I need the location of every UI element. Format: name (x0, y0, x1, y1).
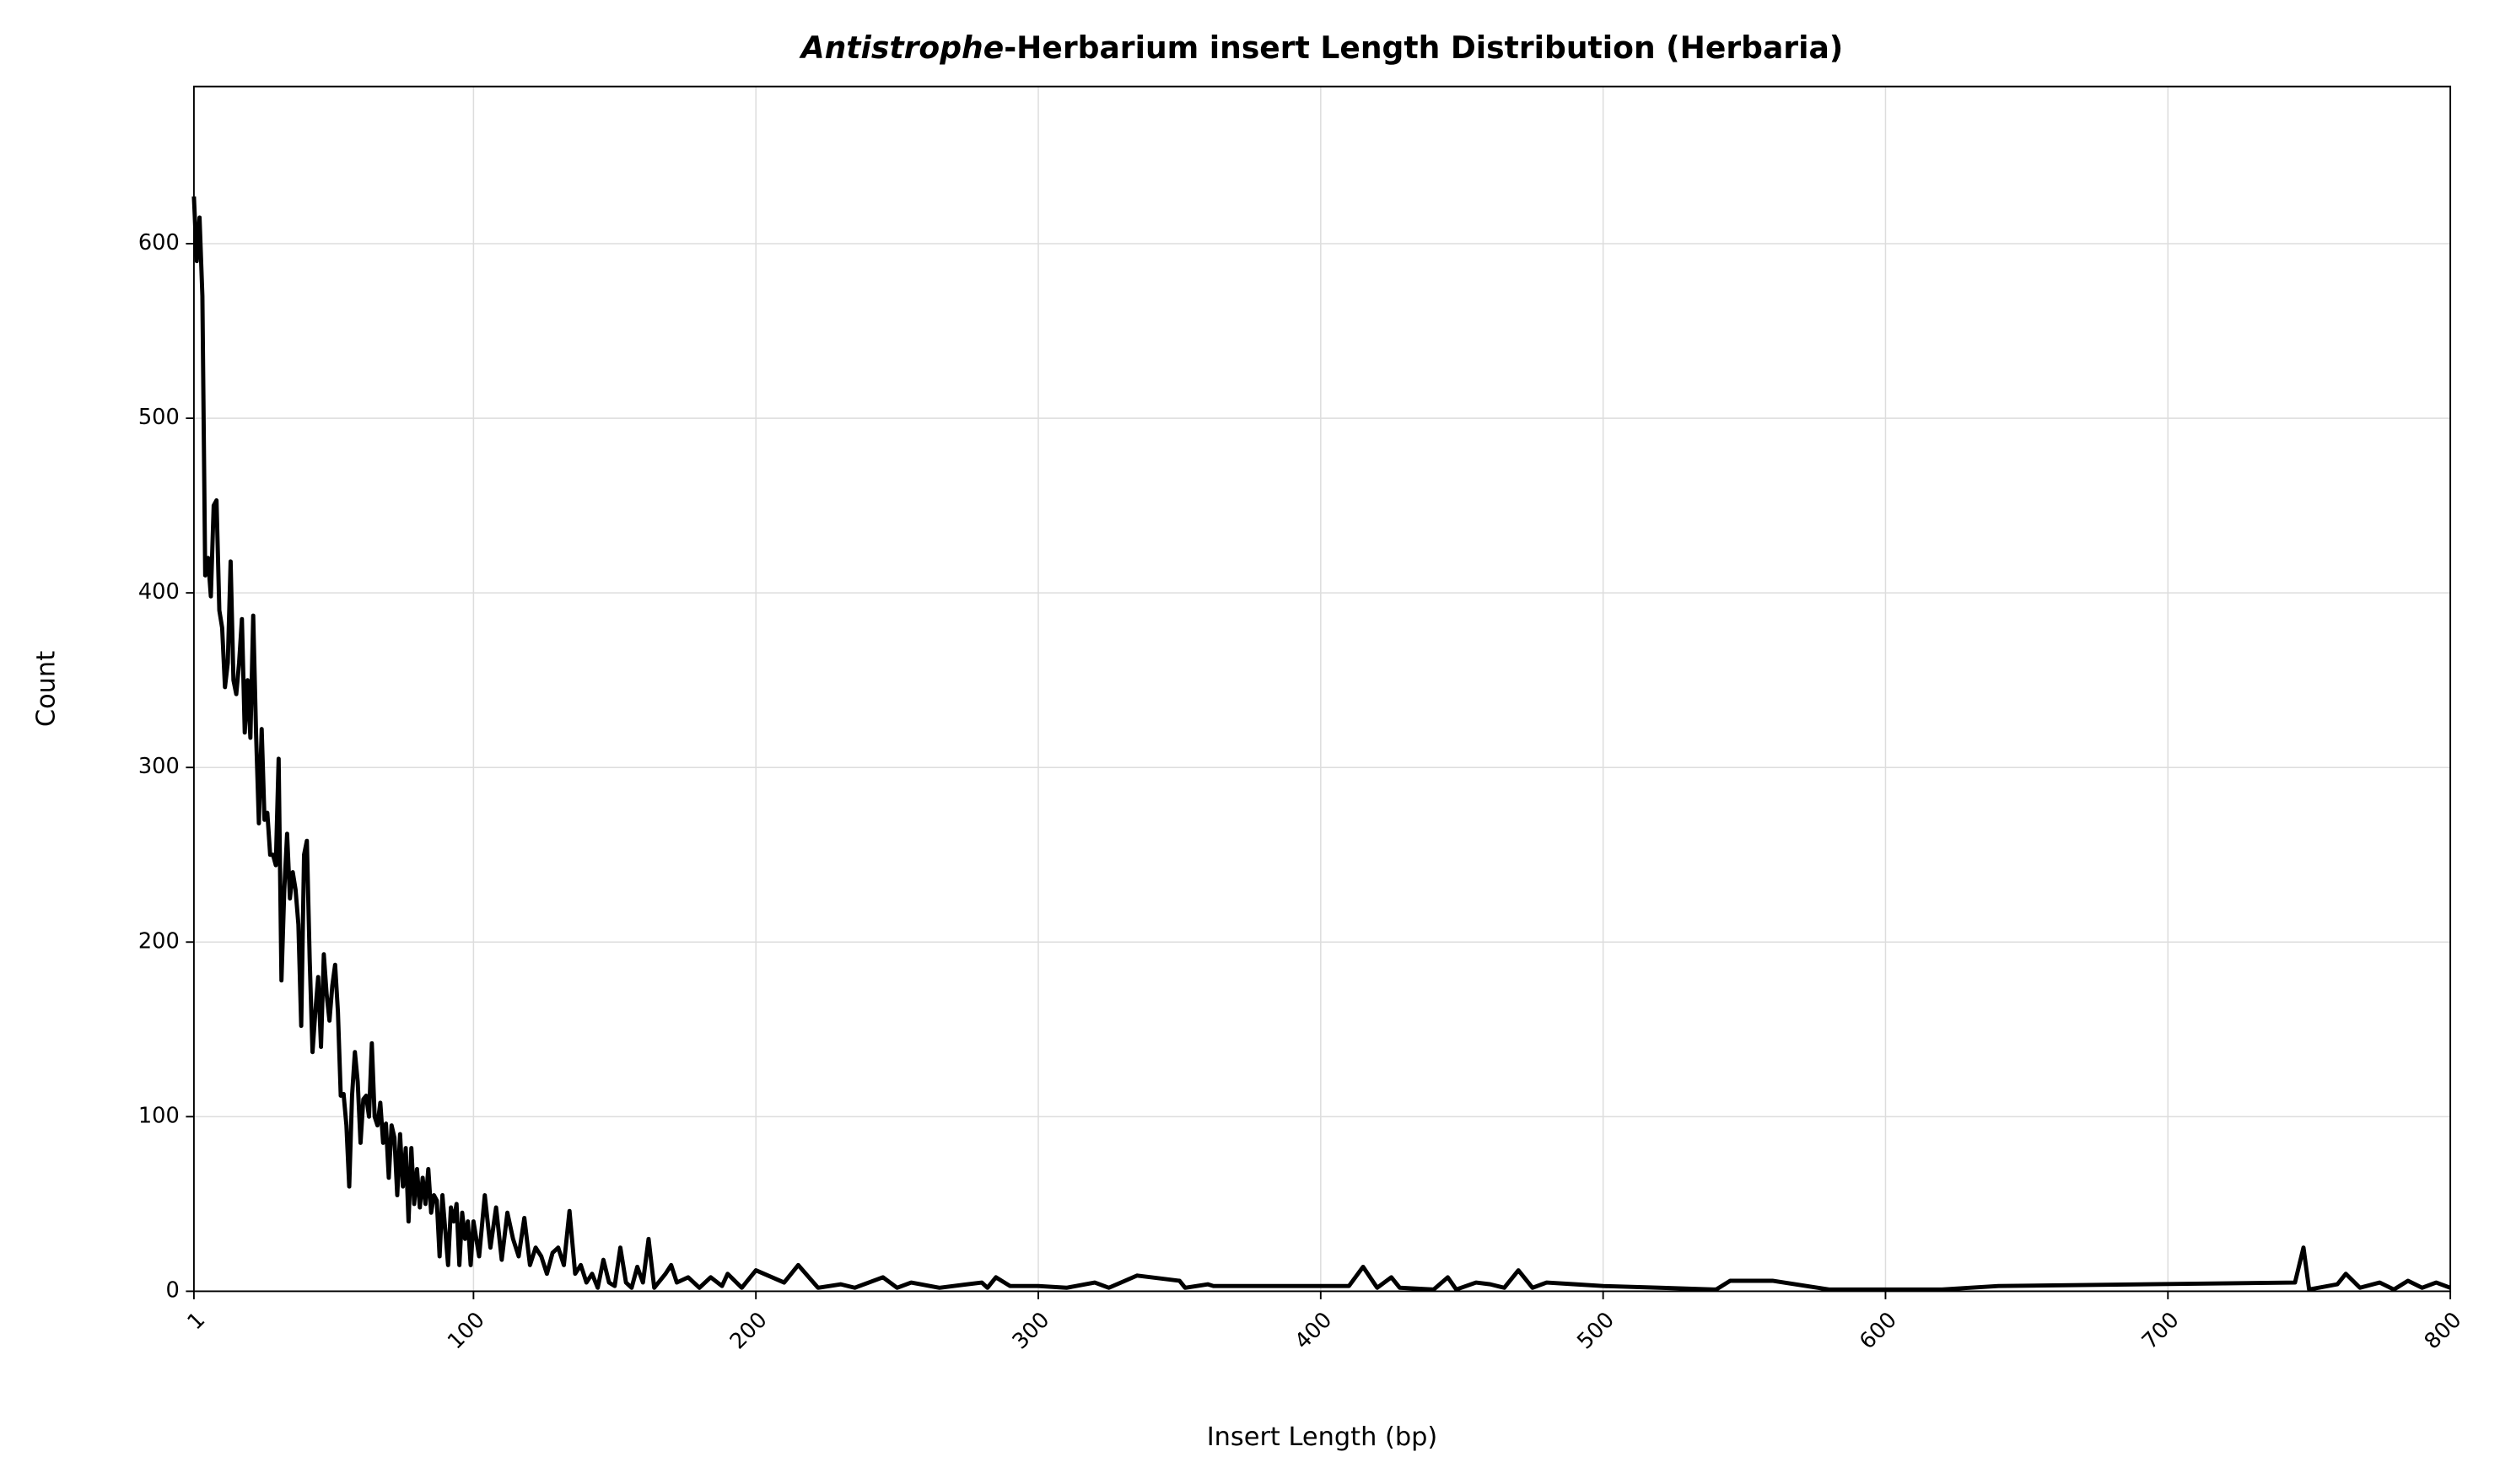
y-tick-label: 100 (138, 1103, 180, 1128)
y-axis-label: Count (32, 651, 62, 727)
title-rest: -Herbarium insert Length Distribution (H… (1004, 30, 1843, 66)
x-tick-label: 500 (1572, 1308, 1619, 1355)
x-tick-label: 1 (183, 1308, 211, 1336)
plot-frame (192, 85, 2452, 1293)
chart-title: Antistrophe-Herbarium insert Length Dist… (799, 30, 1844, 66)
y-tick-label: 300 (138, 754, 180, 779)
x-tick-label: 400 (1290, 1308, 1337, 1355)
x-tick-label: 600 (1855, 1308, 1902, 1355)
title-italic: Antistrophe (799, 30, 1004, 66)
x-tick-label: 800 (2420, 1308, 2467, 1355)
y-tick-label: 0 (165, 1277, 179, 1303)
x-tick-label: 700 (2137, 1308, 2185, 1355)
x-axis-label: Insert Length (bp) (1207, 1422, 1438, 1452)
y-tick-label: 200 (138, 928, 180, 954)
data-line (191, 196, 2451, 1292)
x-tick-label: 100 (443, 1308, 490, 1355)
x-tick-label: 300 (1008, 1308, 1055, 1355)
y-tick-label: 400 (138, 579, 180, 605)
y-tick-label: 500 (138, 405, 180, 430)
y-tick-label: 600 (138, 230, 180, 255)
x-tick-label: 200 (725, 1308, 773, 1355)
